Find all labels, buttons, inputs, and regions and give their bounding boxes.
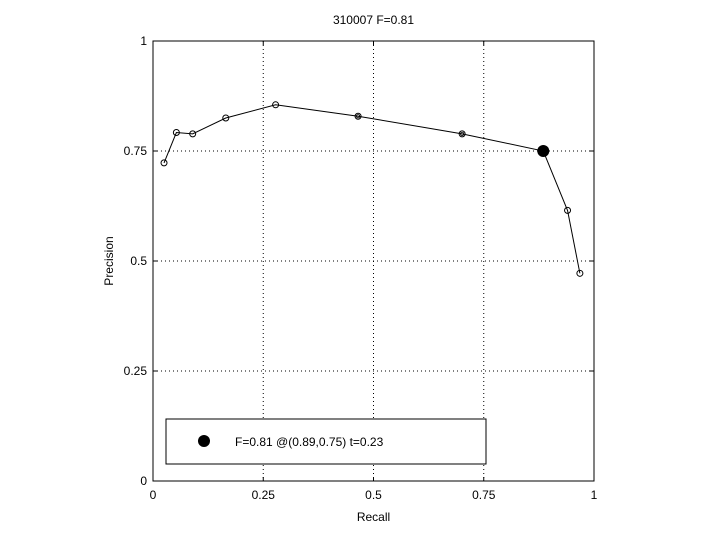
series-precision-recall (160, 101, 584, 277)
y-tick-label: 0.75 (124, 144, 148, 158)
best-f-point (537, 145, 550, 157)
legend: F=0.81 @(0.89,0.75) t=0.23 (165, 418, 487, 465)
y-tick-label: 0.5 (130, 254, 147, 268)
x-tick-label: 0.75 (472, 488, 496, 502)
y-tick-label: 1 (140, 34, 147, 48)
chart-title: 310007 F=0.81 (333, 13, 414, 27)
data-point (272, 101, 280, 109)
data-point (222, 114, 230, 122)
x-tick-label: 0.25 (252, 488, 276, 502)
legend-entry: F=0.81 @(0.89,0.75) t=0.23 (235, 435, 384, 449)
y-axis-label: Precision (102, 236, 116, 285)
data-point (354, 112, 362, 120)
data-point (189, 130, 197, 138)
data-point (576, 269, 584, 277)
grid-lines (153, 41, 594, 481)
legend-marker-best-point (198, 435, 210, 447)
x-tick-label: 0 (150, 488, 157, 502)
data-point (458, 130, 466, 138)
data-point (160, 159, 168, 167)
x-tick-label: 0.5 (365, 488, 382, 502)
legend-box (165, 418, 487, 465)
y-tick-label: 0.25 (124, 364, 148, 378)
series-line (163, 104, 581, 274)
x-axis-label: Recall (357, 510, 390, 524)
data-point (564, 206, 572, 214)
data-point (172, 129, 180, 137)
y-tick-label: 0 (140, 474, 147, 488)
data-point-inner-ring (356, 114, 361, 119)
axis-ticks: 0 0.25 0.5 0.75 1 0 0.25 0.5 0.75 1 (124, 34, 598, 502)
x-tick-label: 1 (591, 488, 598, 502)
data-point-inner-ring (460, 131, 465, 136)
